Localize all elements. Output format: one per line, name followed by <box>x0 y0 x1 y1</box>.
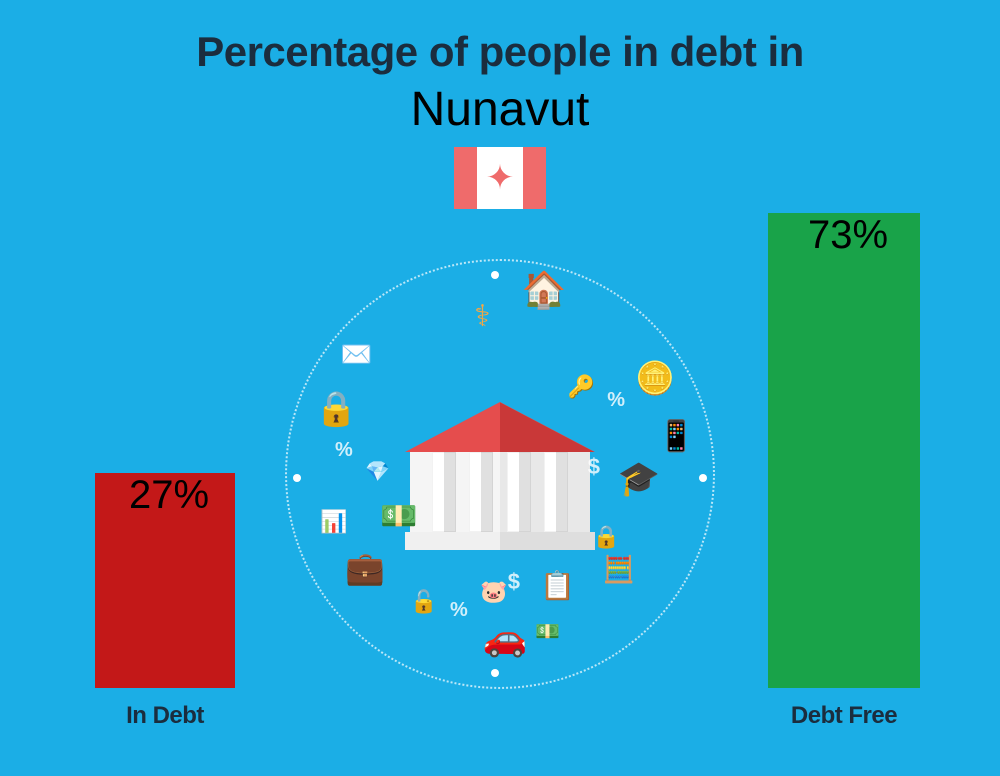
pillar-icon <box>544 452 568 532</box>
percent-symbol-icon: % <box>607 389 625 412</box>
bar-debt-free: 73% <box>768 213 920 688</box>
dollar-symbol-icon: $ <box>508 569 520 595</box>
dollar-symbol-icon: $ <box>588 454 600 480</box>
bar-debt-free-label: Debt Free <box>791 702 897 730</box>
safe-icon: 🔒 <box>315 389 357 429</box>
orbit-dot-icon <box>699 474 707 482</box>
percent-symbol-icon: % <box>335 439 353 462</box>
piggy-bank-icon: 🐷 <box>480 579 507 605</box>
bar-in-debt: 27% <box>95 473 235 688</box>
flag-left-bar <box>454 147 477 209</box>
pillar-icon <box>432 452 456 532</box>
briefcase-icon: 💼 <box>345 549 385 587</box>
clipboard-icon: 📋 <box>540 569 575 602</box>
bar-debt-free-value: 73% <box>800 213 888 266</box>
house-icon: 🏠 <box>522 269 567 311</box>
padlock-icon: 🔓 <box>410 589 437 615</box>
page-title: Percentage of people in debt in <box>0 0 1000 76</box>
diamond-icon: 💎 <box>365 459 390 484</box>
maple-leaf-icon: ✦ <box>486 161 515 195</box>
bank-building-icon <box>410 402 590 552</box>
padlock-closed-icon: 🔒 <box>593 524 620 550</box>
canada-flag: ✦ <box>454 147 546 209</box>
center-infographic: 🏠 🪙 📱 🔒 ✉️ ⚕ 🎓 🧮 📋 🚗 💵 💼 🔓 🔒 🔑 💎 📊 🐷 💵 %… <box>285 259 715 689</box>
banknote-icon: 💵 <box>535 619 560 644</box>
bank-base <box>405 532 595 550</box>
coins-icon: 🪙 <box>635 359 675 397</box>
chart-area: 27% In Debt 73% Debt Free 🏠 🪙 📱 <box>0 220 1000 750</box>
bar-in-debt-value: 27% <box>121 473 209 526</box>
calculator-icon: 🧮 <box>603 554 635 585</box>
flag-center: ✦ <box>477 147 523 209</box>
percent-symbol-icon: % <box>450 599 468 622</box>
bar-in-debt-container: 27% In Debt <box>95 473 235 730</box>
bar-in-debt-label: In Debt <box>126 702 204 730</box>
caduceus-icon: ⚕ <box>474 299 490 334</box>
key-icon: 🔑 <box>568 374 595 400</box>
bar-debt-free-container: 73% Debt Free <box>768 213 920 730</box>
flag-right-bar <box>523 147 546 209</box>
bar-chart-icon: 📊 <box>320 509 347 535</box>
orbit-dot-icon <box>293 474 301 482</box>
graduation-cap-icon: 🎓 <box>618 459 660 499</box>
envelope-icon: ✉️ <box>340 339 372 370</box>
page-subtitle: Nunavut <box>0 82 1000 137</box>
cash-stack-icon: 💵 <box>380 499 417 534</box>
bank-pillars <box>410 452 590 532</box>
pillar-icon <box>469 452 493 532</box>
phone-icon: 📱 <box>658 419 695 454</box>
pillar-icon <box>507 452 531 532</box>
car-icon: 🚗 <box>483 617 528 659</box>
